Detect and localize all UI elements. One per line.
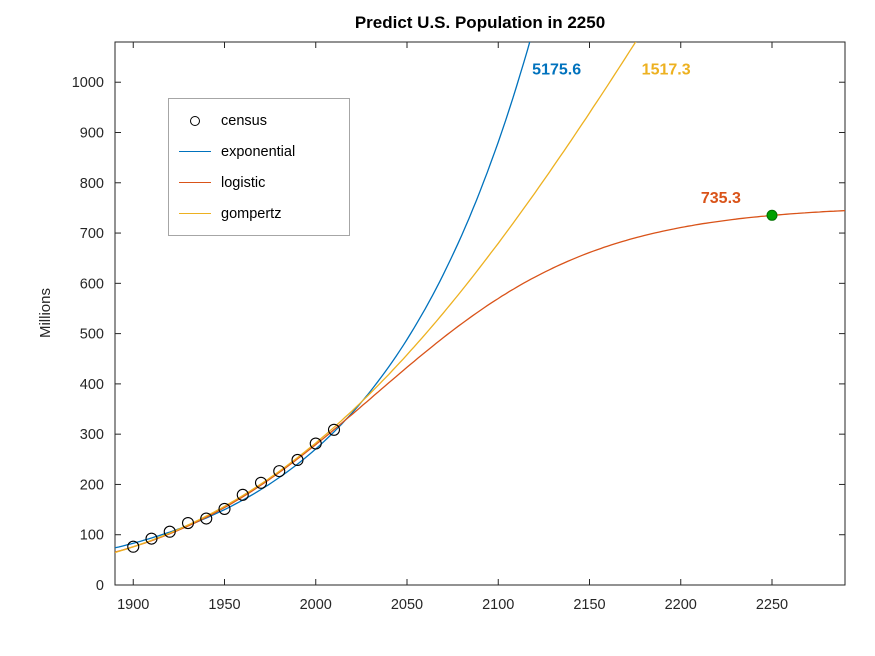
census-point — [291, 453, 304, 467]
legend-label-logistic: logistic — [221, 174, 266, 191]
prediction-marker — [766, 209, 778, 221]
legend-label-exponential: exponential — [221, 143, 296, 160]
curve-logistic — [115, 209, 845, 553]
legend-label-gompertz: gompertz — [221, 205, 282, 222]
legend-item-logistic: logistic — [169, 167, 349, 198]
legend-marker-census-circle-icon — [169, 115, 221, 126]
y-tick-label: 800 — [80, 176, 104, 192]
y-tick-label: 400 — [80, 377, 104, 393]
legend: census exponential logistic gompertz — [168, 98, 350, 236]
x-tick-label: 1950 — [208, 597, 240, 613]
y-tick-label: 0 — [96, 578, 104, 594]
x-tick-label: 2250 — [756, 597, 788, 613]
legend-item-gompertz: gompertz — [169, 198, 349, 229]
y-tick-label: 100 — [80, 528, 104, 544]
x-tick-label: 2200 — [665, 597, 697, 613]
census-point — [218, 502, 231, 515]
annotation-735.3: 735.3 — [701, 190, 741, 207]
legend-label-census: census — [221, 112, 267, 129]
census-point — [145, 532, 158, 545]
line-marker-glyph — [179, 182, 211, 183]
census-point — [127, 540, 140, 553]
census-point — [200, 512, 213, 525]
x-tick-label: 2000 — [300, 597, 332, 613]
y-tick-label: 900 — [80, 126, 104, 142]
curve-gompertz — [115, 42, 637, 554]
circle-marker-glyph — [190, 115, 200, 126]
axes-box — [114, 41, 846, 586]
y-tick-label: 500 — [80, 327, 104, 343]
x-tick-label: 1900 — [117, 597, 149, 613]
census-point — [181, 517, 195, 530]
line-marker-glyph — [179, 151, 211, 152]
census-point — [254, 476, 268, 489]
legend-item-census: census — [169, 105, 349, 136]
y-tick-label: 200 — [80, 477, 104, 493]
x-tick-label: 2100 — [482, 597, 514, 613]
census-point — [273, 465, 286, 478]
y-tick-label: 600 — [80, 276, 104, 292]
curve-exponential — [115, 42, 531, 549]
annotation-1517.3: 1517.3 — [642, 62, 691, 79]
census-point — [163, 525, 176, 538]
census-point — [327, 423, 341, 436]
legend-marker-gompertz-line-icon — [169, 213, 221, 214]
x-tick-label: 2050 — [391, 597, 423, 613]
annotation-5175.6: 5175.6 — [532, 62, 581, 79]
legend-item-exponential: exponential — [169, 136, 349, 167]
legend-marker-logistic-line-icon — [169, 182, 221, 183]
legend-marker-exponential-line-icon — [169, 151, 221, 152]
y-tick-label: 300 — [80, 427, 104, 443]
census-point — [236, 488, 249, 501]
x-tick-label: 2150 — [573, 597, 605, 613]
census-point — [309, 437, 322, 450]
chart-title: Predict U.S. Population in 2250 — [354, 13, 606, 32]
y-tick-label: 700 — [80, 226, 104, 242]
line-marker-glyph — [179, 213, 211, 214]
y-tick-label: 1000 — [72, 75, 104, 91]
